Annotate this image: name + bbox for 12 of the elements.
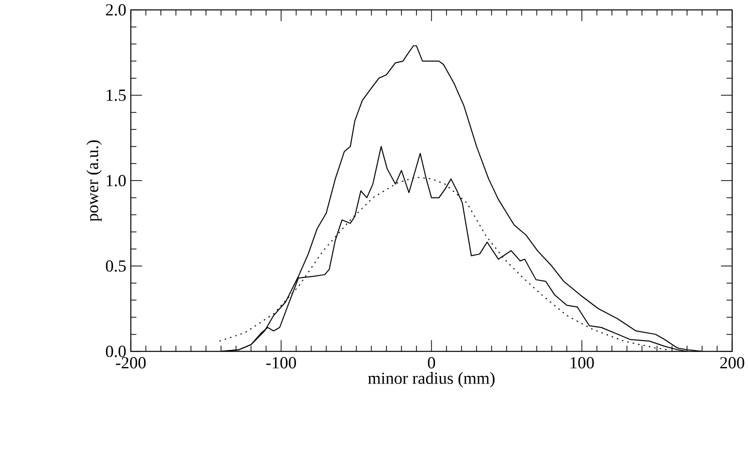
x-tick-label: 0 (428, 357, 436, 369)
x-tick-label: -100 (266, 357, 296, 369)
y-axis-title: power (a.u.) (86, 140, 102, 222)
y-tick-label: 1.0 (106, 174, 126, 186)
x-tick-label: -200 (116, 357, 146, 369)
x-axis-title: minor radius (mm) (368, 372, 495, 388)
y-tick-label: 0.0 (106, 346, 126, 358)
y-tick-label: 1.5 (106, 90, 126, 102)
y-tick-label: 0.5 (106, 260, 126, 272)
x-tick-label: 100 (570, 357, 594, 369)
y-tick-label: 2.0 (106, 4, 126, 16)
x-tick-label: 200 (720, 357, 744, 369)
